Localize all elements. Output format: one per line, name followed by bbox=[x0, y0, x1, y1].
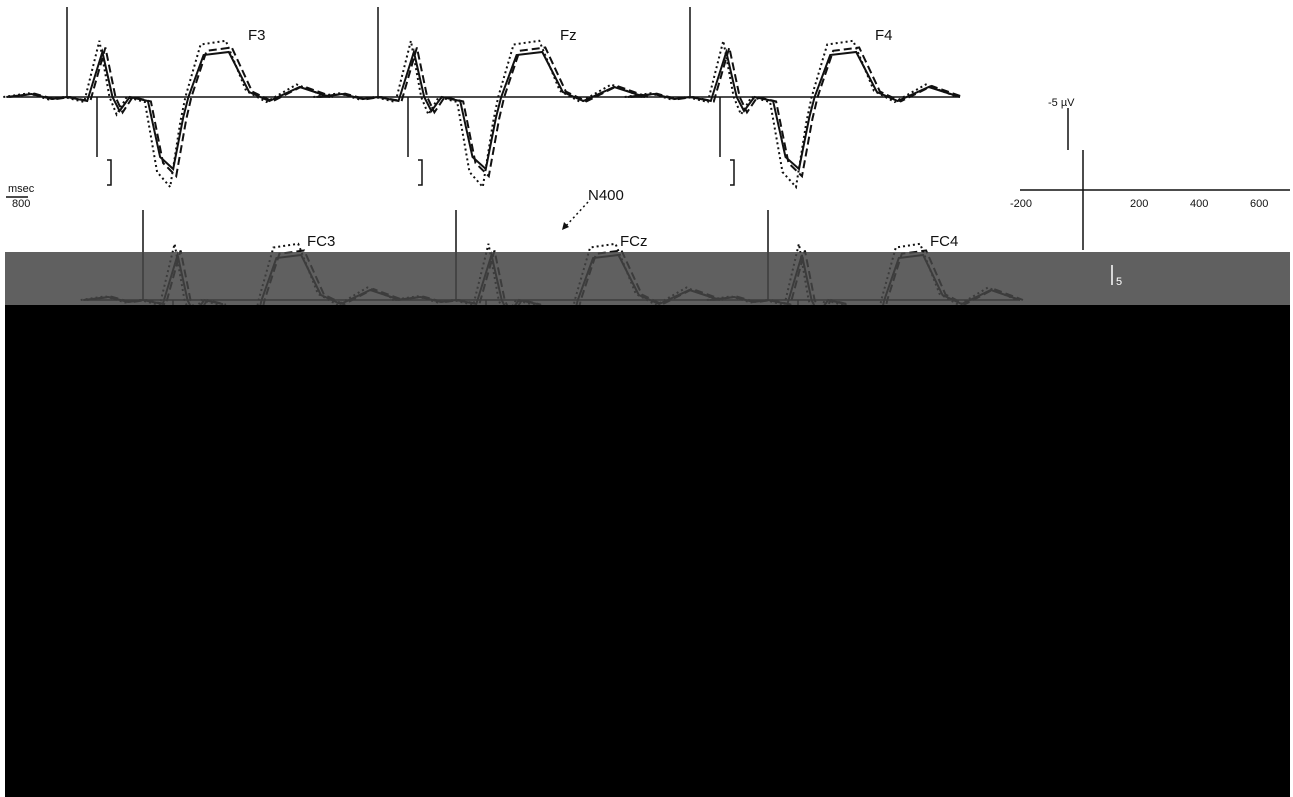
waveform bbox=[9, 46, 334, 179]
waveform bbox=[319, 46, 649, 179]
waveform bbox=[627, 48, 961, 171]
tick-label: 400 bbox=[1190, 198, 1208, 210]
tick-label: -200 bbox=[1010, 198, 1032, 210]
annotation: N400 bbox=[588, 187, 624, 204]
panel-label: Fz bbox=[560, 27, 577, 44]
bracket bbox=[418, 159, 423, 186]
bracket bbox=[730, 159, 735, 186]
waveform bbox=[3, 39, 328, 190]
black-area bbox=[5, 305, 1290, 797]
lower-amp: 5 bbox=[1116, 276, 1122, 288]
panel-label: FC3 bbox=[307, 233, 335, 250]
tick-label: 600 bbox=[1250, 198, 1268, 210]
arrow-head bbox=[562, 222, 569, 230]
panel-label: F4 bbox=[875, 27, 893, 44]
waveform bbox=[630, 46, 964, 179]
tick-label: 200 bbox=[1130, 198, 1148, 210]
amp-label: -5 µV bbox=[1048, 97, 1075, 109]
panel-label: FC4 bbox=[930, 233, 958, 250]
panel-label: FCz bbox=[620, 233, 648, 250]
waveform bbox=[6, 48, 331, 171]
annotation-arrow bbox=[564, 201, 589, 228]
panel-label: F3 bbox=[248, 27, 266, 44]
time-unit: msec bbox=[8, 183, 35, 195]
time-value: 800 bbox=[12, 198, 30, 210]
gray-band bbox=[5, 252, 1290, 305]
waveform bbox=[313, 39, 643, 190]
waveform bbox=[316, 48, 646, 171]
bracket bbox=[107, 159, 112, 186]
